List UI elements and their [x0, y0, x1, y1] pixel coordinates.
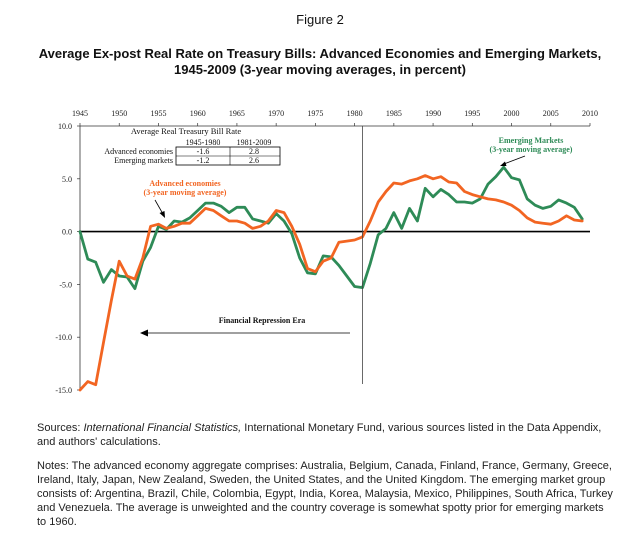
x-tick-label: 1945: [72, 109, 88, 118]
y-tick-label: -10.0: [55, 333, 72, 342]
inset-row-label: Advanced economies: [104, 147, 173, 156]
y-tick-label: -15.0: [55, 386, 72, 395]
inset-cell: 2.8: [249, 147, 259, 156]
series-lines: [78, 165, 584, 392]
emerging-legend-label: Emerging Markets: [499, 136, 564, 145]
x-tick-label: 1955: [150, 109, 166, 118]
y-tick-label: -5.0: [59, 280, 72, 289]
advanced-legend-arrowhead: [159, 211, 165, 218]
inset-cell: -1.2: [197, 156, 210, 165]
inset-cell: 2.6: [249, 156, 259, 165]
emerging-legend-sublabel: (3-year moving average): [490, 145, 573, 154]
advanced-legend-label: Advanced economies: [149, 179, 220, 188]
emerging-legend-arrow: [503, 155, 526, 165]
emerging-legend-arrowhead: [500, 161, 507, 166]
annotation-arrowhead: [140, 329, 148, 337]
inset-cell: -1.6: [197, 147, 210, 156]
advanced-legend-arrow: [154, 199, 164, 215]
sources-note: Sources: International Financial Statist…: [37, 421, 615, 449]
figure-label: Figure 2: [296, 12, 344, 27]
sources-italic: International Financial Statistics,: [83, 422, 242, 434]
y-tick-label: 0.0: [62, 228, 72, 237]
x-tick-label: 1975: [307, 109, 323, 118]
annotation-text: Financial Repression Era: [219, 316, 306, 325]
x-tick-label: 1995: [464, 109, 480, 118]
advanced-series-line: [78, 174, 584, 392]
inset-table: Average Real Treasury Bill Rate 1945-1980…: [104, 126, 281, 166]
chart-title: Average Ex-post Real Rate on Treasury Bi…: [38, 46, 602, 77]
line-chart: 1945 1950 1955 1960 1965 1970 1975 1980 1985 1990…: [55, 109, 598, 395]
y-tick-label: 10.0: [58, 122, 72, 131]
x-tick-label: 1960: [190, 109, 206, 118]
inset-title: Average Real Treasury Bill Rate: [131, 126, 242, 136]
x-tick-label: 2010: [582, 109, 598, 118]
x-tick-label: 1985: [386, 109, 402, 118]
x-tick-label: 2000: [504, 109, 520, 118]
x-tick-label: 2005: [543, 109, 559, 118]
x-tick-label: 1965: [229, 109, 245, 118]
y-tick-label: 5.0: [62, 175, 72, 184]
inset-row-label: Emerging markets: [114, 156, 173, 165]
x-tick-label: 1950: [111, 109, 127, 118]
advanced-legend-sublabel: (3-year moving average): [144, 188, 227, 197]
x-tick-label: 1970: [268, 109, 284, 118]
notes-text: Notes: The advanced economy aggregate co…: [37, 460, 613, 528]
annotations: Advanced economies(3-year moving average…: [140, 126, 573, 384]
inset-col-header: 1981-2009: [237, 138, 272, 147]
x-tick-label: 1980: [347, 109, 363, 118]
x-tick-label: 1990: [425, 109, 441, 118]
inset-col-header: 1945-1980: [186, 138, 221, 147]
sources-prefix: Sources:: [37, 422, 84, 434]
sources-rest: International Monetary Fund, various sou…: [37, 422, 602, 448]
axes: 1945 1950 1955 1960 1965 1970 1975 1980 1985 1990…: [55, 109, 598, 395]
